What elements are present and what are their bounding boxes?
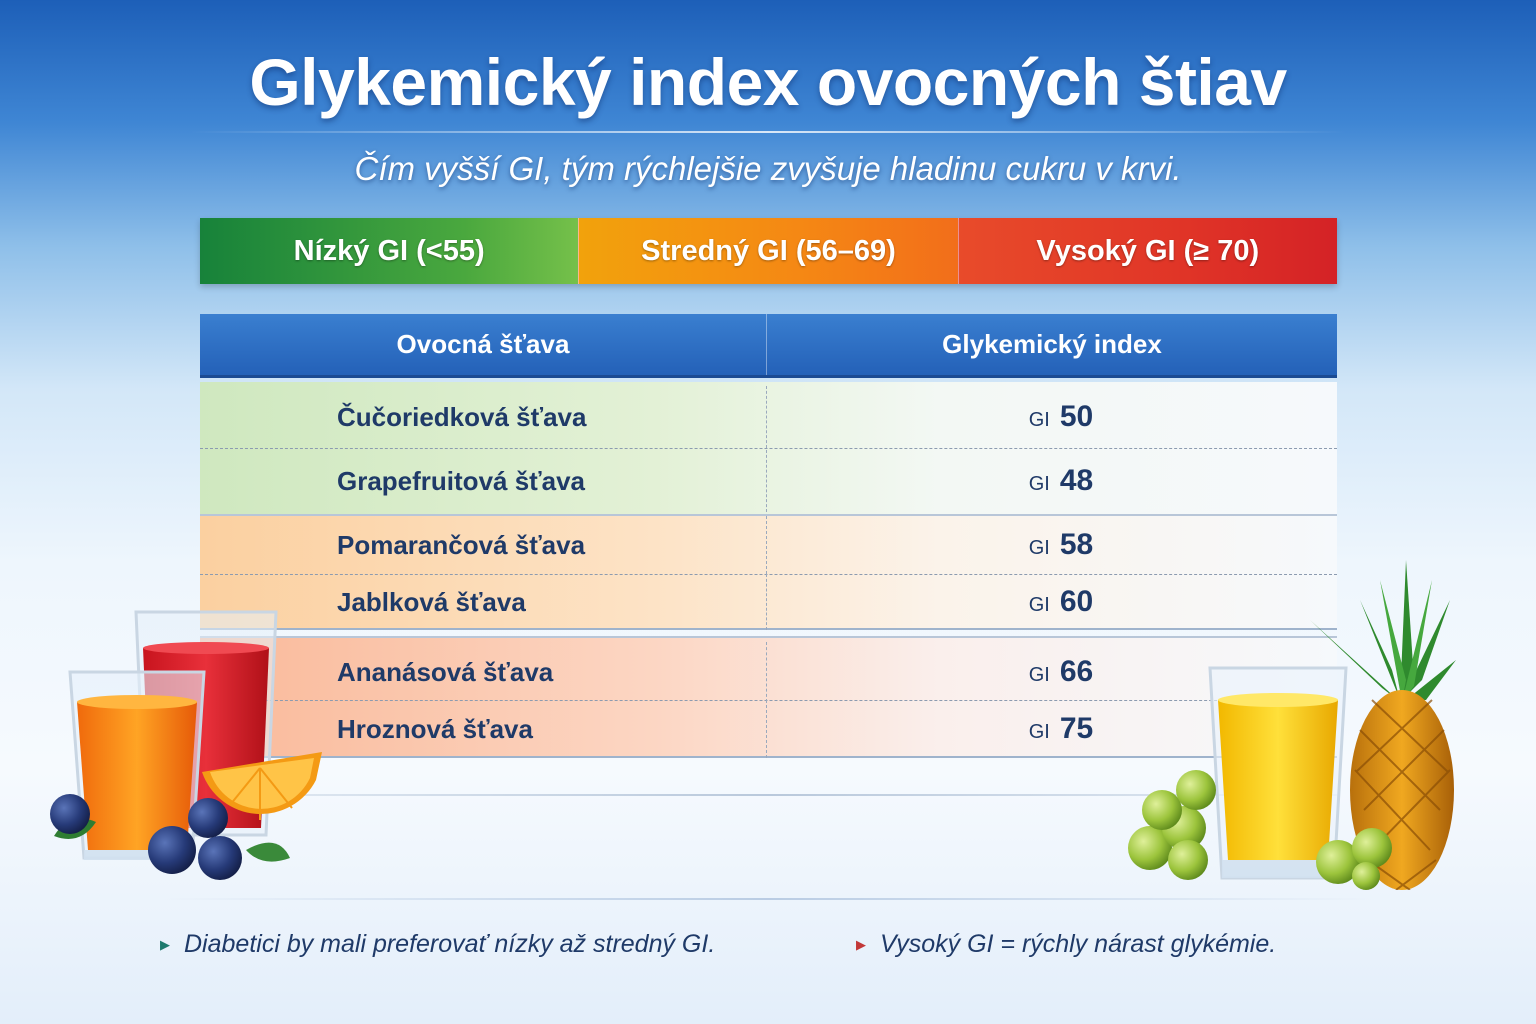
gi-value: 60 [1059, 585, 1094, 618]
juice-name: Čučoriedková šťava [200, 386, 767, 448]
gi-cell: GI 75 [767, 712, 1337, 746]
row-divider [200, 574, 1337, 575]
table-row: Ananásová šťava GI 66 [200, 642, 1337, 702]
row-divider [200, 700, 1337, 701]
gi-value: 58 [1059, 528, 1094, 561]
gi-prefix: GI [1028, 537, 1050, 559]
juice-name: Grapefruitová šťava [200, 450, 767, 512]
footnote-text: Diabetici by mali preferovať nízky až st… [184, 930, 716, 958]
footer-divider [160, 898, 1376, 900]
gi-prefix: GI [1028, 473, 1050, 495]
juice-name: Hroznová šťava [200, 700, 767, 758]
juice-name: Ananásová šťava [200, 642, 767, 702]
table-row: Jablková šťava GI 60 [200, 574, 1337, 630]
legend-high: Vysoký GI (≥ 70) [957, 218, 1337, 284]
page-subtitle: Čím vyšší GI, tým rýchlejšie zvyšuje hla… [354, 150, 1182, 187]
footnote-diabetics: ▶ Diabetici by mali preferovať nízky až … [160, 930, 715, 959]
gi-cell: GI 50 [767, 400, 1337, 434]
table-row: Čučoriedková šťava GI 50 [200, 386, 1337, 448]
group-low-gi: Čučoriedková šťava GI 50 Grapefruitová š… [200, 382, 1337, 518]
gi-cell: GI 60 [767, 585, 1337, 619]
legend-low: Nízký GI (<55) [200, 218, 579, 284]
table-row: Grapefruitová šťava GI 48 [200, 450, 1337, 512]
juice-name: Jablková šťava [200, 574, 767, 630]
gi-value: 75 [1059, 712, 1094, 745]
gi-prefix: GI [1028, 409, 1050, 431]
gi-value: 66 [1059, 655, 1094, 688]
triangle-bullet-icon: ▶ [160, 936, 170, 952]
table-row: Pomarančová šťava GI 58 [200, 516, 1337, 574]
column-header-juice: Ovocná šťava [200, 314, 767, 375]
gi-prefix: GI [1028, 721, 1050, 743]
gi-cell: GI 48 [767, 464, 1337, 498]
legend-medium: Stredný GI (56–69) [578, 218, 958, 284]
row-divider [200, 448, 1337, 449]
gi-legend-bar: Nízký GI (<55) Stredný GI (56–69) Vysoký… [200, 218, 1337, 284]
gi-cell: GI 58 [767, 528, 1337, 562]
table-bottom-shadow [200, 794, 1337, 796]
gi-prefix: GI [1028, 594, 1050, 616]
group-high-gi: Ananásová šťava GI 66 Hroznová šťava GI … [200, 636, 1337, 758]
juice-glasses-illustration [50, 610, 322, 880]
gi-prefix: GI [1028, 664, 1050, 686]
title-divider [190, 131, 1346, 133]
juice-name: Pomarančová šťava [200, 516, 767, 574]
footnote-text: Vysoký GI = rýchly nárast glykémie. [880, 930, 1277, 958]
gi-cell: GI 66 [767, 655, 1337, 689]
gi-table: Ovocná šťava Glykemický index Čučoriedko… [200, 314, 1337, 794]
pineapple-glass-illustration [1128, 560, 1456, 890]
gi-value: 50 [1059, 400, 1094, 433]
page-title: Glykemický index ovocných štiav [249, 45, 1287, 119]
column-header-gi: Glykemický index [942, 329, 1162, 359]
group-medium-gi: Pomarančová šťava GI 58 Jablková šťava G… [200, 514, 1337, 630]
table-row: Hroznová šťava GI 75 [200, 700, 1337, 758]
footnote-high-gi: ▶ Vysoký GI = rýchly nárast glykémie. [856, 930, 1276, 959]
table-header: Ovocná šťava Glykemický index [200, 314, 1337, 378]
gi-value: 48 [1059, 464, 1094, 497]
triangle-bullet-icon: ▶ [856, 936, 866, 952]
